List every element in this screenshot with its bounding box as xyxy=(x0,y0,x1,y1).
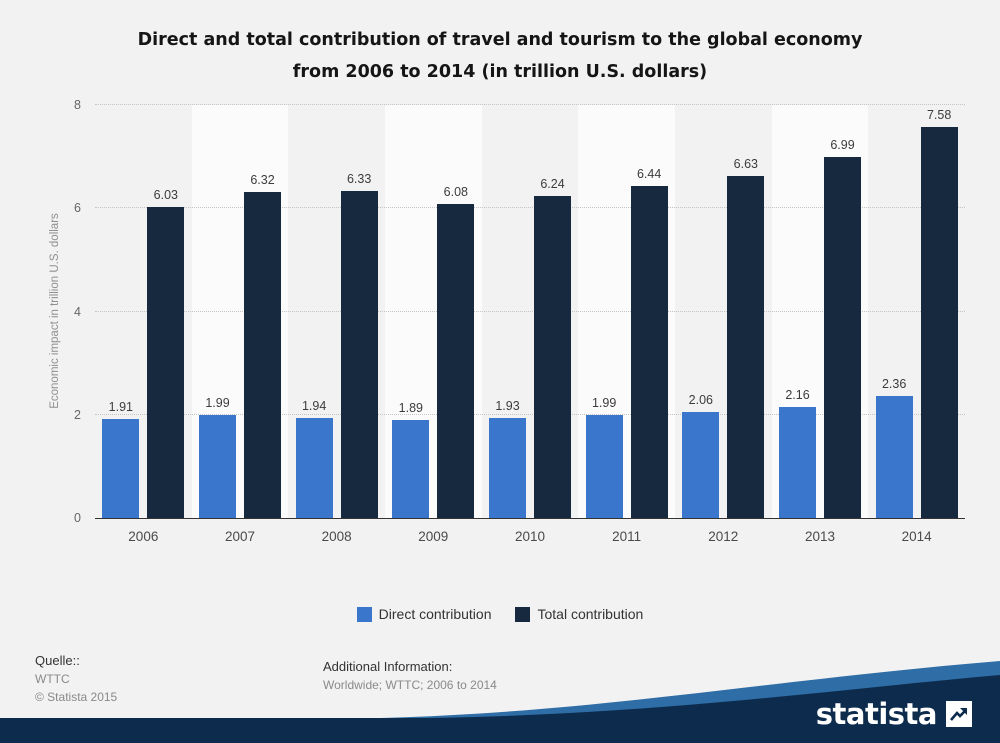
chart-title: Direct and total contribution of travel … xyxy=(0,24,1000,88)
chart-title-line1: Direct and total contribution of travel … xyxy=(137,30,863,50)
additional-info-text: Worldwide; WTTC; 2006 to 2014 xyxy=(323,678,497,692)
source-label: Quelle:: xyxy=(35,653,80,668)
bar-group-2011: 1.99 6.44 xyxy=(578,105,675,518)
x-axis-label-2011: 2011 xyxy=(612,529,642,544)
chart-title-line2: from 2006 to 2014 (in trillion U.S. doll… xyxy=(292,62,708,82)
value-label: 6.44 xyxy=(636,166,662,181)
bar-direct-2013: 2.16 xyxy=(778,388,816,518)
bar-direct-2010: 1.93 xyxy=(488,399,526,518)
value-label: 1.93 xyxy=(495,399,520,414)
statista-logo-icon xyxy=(946,701,972,727)
bar-total-2011: 6.44 xyxy=(630,167,668,518)
bar-group-2008: 1.94 6.33 xyxy=(288,105,385,518)
value-label: 6.24 xyxy=(540,176,565,191)
bar-direct-2009: 1.89 xyxy=(392,401,430,518)
bar-direct-2006: 1.91 xyxy=(102,400,140,518)
ribbon-dark-curve xyxy=(0,675,1000,743)
bar-group-2014: 2.36 7.58 xyxy=(868,105,965,518)
value-label: 1.89 xyxy=(398,401,423,416)
legend-item: Total contribution xyxy=(515,606,643,622)
bar-group-2006: 1.91 6.03 xyxy=(95,105,192,518)
gridline-8 xyxy=(95,104,965,105)
x-axis-label-2013: 2013 xyxy=(804,529,835,544)
legend-label: Direct contribution xyxy=(378,606,492,622)
x-axis-label-2012: 2012 xyxy=(708,529,739,544)
x-axis-label-2010: 2010 xyxy=(514,529,545,544)
value-label: 1.94 xyxy=(301,398,327,413)
y-tick-label-8: 8 xyxy=(74,98,81,112)
value-label: 2.06 xyxy=(688,392,713,407)
legend: Direct contribution Total contribution xyxy=(0,606,1000,622)
y-axis-title: Economic impact in trillion U.S. dollars xyxy=(49,213,61,409)
value-label: 6.33 xyxy=(346,172,372,187)
value-label: 6.32 xyxy=(250,172,275,187)
value-label: 1.91 xyxy=(108,400,133,415)
legend-swatch xyxy=(356,606,372,622)
y-tick-label-0: 0 xyxy=(74,511,81,525)
bar-direct-2014: 2.36 xyxy=(875,377,913,518)
value-label: 6.03 xyxy=(153,187,178,202)
statista-logo: statista xyxy=(816,697,972,731)
bar-total-2014: 7.58 xyxy=(920,108,958,518)
bar-total-2009: 6.08 xyxy=(437,185,475,518)
bar-direct-2008: 1.94 xyxy=(295,399,333,518)
additional-info-label: Additional Information: xyxy=(323,659,453,674)
bar-total-2008: 6.33 xyxy=(340,172,378,518)
bar-group-2013: 2.16 6.99 xyxy=(772,105,869,518)
bar-group-2010: 1.93 6.24 xyxy=(482,105,579,518)
bar-group-2009: 1.89 6.08 xyxy=(385,105,482,518)
bar-total-2013: 6.99 xyxy=(823,138,861,518)
additional-info-block: Additional Information: Worldwide; WTTC;… xyxy=(323,658,497,694)
bar-direct-2007: 1.99 xyxy=(198,396,236,518)
y-tick-label-4: 4 xyxy=(74,304,81,319)
bar-total-2007: 6.32 xyxy=(243,173,281,518)
x-axis-label-2014: 2014 xyxy=(901,529,932,544)
statista-logo-text: statista xyxy=(815,697,938,731)
x-axis-label-2007: 2007 xyxy=(224,529,255,544)
value-label: 7.58 xyxy=(926,107,952,122)
bar-total-2010: 6.24 xyxy=(533,177,571,518)
value-label: 6.99 xyxy=(830,138,855,153)
copyright: © Statista 2015 xyxy=(35,690,118,704)
gridline-2 xyxy=(95,413,965,415)
legend-label: Total contribution xyxy=(537,606,644,622)
x-axis-label-2006: 2006 xyxy=(128,529,159,544)
value-label: 2.36 xyxy=(881,377,907,392)
value-label: 1.99 xyxy=(591,396,617,411)
source-block: Quelle:: WTTC © Statista 2015 xyxy=(35,652,117,706)
bar-total-2012: 6.63 xyxy=(727,157,765,518)
gridline-4 xyxy=(95,310,965,312)
plot-area: 0 2 4 6 8 1.91 6.03 2006 1.99 6.32 2007 1.94 6.33 200… xyxy=(74,98,965,544)
bar-group-2007: 1.99 6.32 xyxy=(192,105,289,518)
bar-group-2012: 2.06 6.63 xyxy=(675,105,772,518)
bar-direct-2012: 2.06 xyxy=(682,393,720,518)
bar-direct-2011: 1.99 xyxy=(585,396,623,518)
source-name: WTTC xyxy=(35,672,70,686)
legend-item: Direct contribution xyxy=(356,606,492,622)
y-tick-label-6: 6 xyxy=(74,201,81,216)
bottom-ribbon-swoosh xyxy=(0,661,1000,743)
x-axis-label-2009: 2009 xyxy=(418,529,449,544)
y-tick-label-2: 2 xyxy=(74,407,81,422)
value-label: 1.99 xyxy=(205,396,230,411)
gridline-6 xyxy=(95,207,965,209)
x-axis-label-2008: 2008 xyxy=(321,529,352,544)
bar-total-2006: 6.03 xyxy=(147,188,185,518)
value-label: 6.08 xyxy=(443,185,468,200)
legend-swatch xyxy=(515,606,531,622)
value-label: 6.63 xyxy=(733,156,758,171)
value-label: 2.16 xyxy=(785,387,810,402)
